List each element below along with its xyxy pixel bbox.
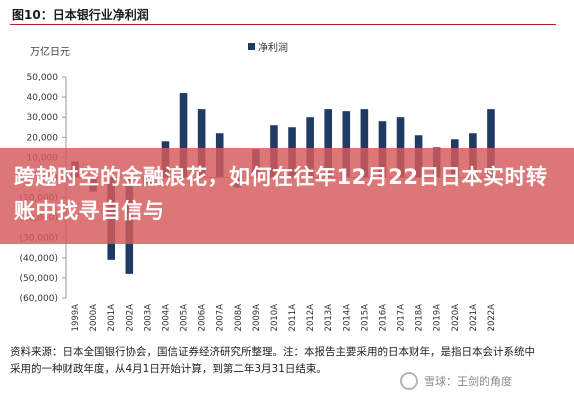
x-tick-label: 2022A	[487, 304, 497, 332]
watermark-text: 雪球：王剑的角度	[424, 375, 512, 388]
banner-headline: 跨越时空的金融浪花，如何在往年12月22日日本实时转账中找寻自信与	[14, 165, 548, 223]
watermark: 雪球：王剑的角度	[400, 372, 512, 390]
source-note: 资料来源：日本全国银行协会，国信证券经济研究所整理。注：本报告主要采用的日本财年…	[10, 346, 535, 375]
x-tick-label: 2003A	[143, 304, 153, 332]
x-tick-label: 2014A	[342, 304, 352, 332]
x-tick-label: 2010A	[270, 304, 280, 332]
bar	[179, 93, 188, 178]
bar	[324, 109, 333, 178]
title-divider	[10, 24, 556, 25]
snowball-logo-icon	[400, 372, 418, 390]
y-tick-label: (40,000)	[19, 254, 58, 264]
y-tick-label: 30,000	[27, 113, 59, 123]
y-tick-label: (60,000)	[19, 294, 58, 304]
x-tick-label: 2004A	[161, 304, 171, 332]
legend-swatch	[248, 43, 255, 50]
bar	[396, 117, 405, 178]
x-tick-label: 2002A	[125, 304, 135, 332]
x-tick-label: 2006A	[198, 304, 208, 332]
bar	[360, 109, 369, 178]
x-tick-label: 2018A	[415, 304, 425, 332]
figure-title: 图10：日本银行业净利润	[12, 8, 149, 22]
x-tick-label: 2001A	[107, 304, 117, 332]
y-tick-label: 20,000	[27, 133, 59, 143]
x-tick-label: 2009A	[252, 304, 262, 332]
x-tick-label: 2011A	[288, 304, 298, 332]
x-tick-label: 2015A	[360, 304, 370, 332]
y-axis-unit-label: 万亿日元	[30, 47, 70, 58]
chart-legend: 净利润	[248, 39, 288, 54]
overlay-banner	[0, 148, 574, 244]
x-tick-label: 2012A	[306, 304, 316, 332]
x-tick-label: 2017A	[397, 304, 407, 332]
x-tick-label: 2019A	[433, 304, 443, 332]
x-tick-label: 1999A	[71, 304, 81, 332]
y-tick-label: (50,000)	[19, 274, 58, 284]
bar	[197, 109, 206, 178]
y-tick-label: 40,000	[27, 93, 59, 103]
legend-label: 净利润	[258, 43, 288, 54]
x-tick-label: 2000A	[89, 304, 99, 332]
x-tick-label: 2013A	[324, 304, 334, 332]
y-tick-label: 50,000	[27, 73, 59, 83]
x-tick-label: 2008A	[234, 304, 244, 332]
x-tick-label: 2021A	[469, 304, 479, 332]
x-tick-label: 2020A	[451, 304, 461, 332]
bar	[342, 111, 351, 178]
x-tick-label: 2016A	[378, 304, 388, 332]
x-tick-label: 2005A	[180, 304, 190, 332]
x-tick-label: 2007A	[216, 304, 226, 332]
bar	[487, 109, 495, 178]
bar	[306, 117, 314, 178]
